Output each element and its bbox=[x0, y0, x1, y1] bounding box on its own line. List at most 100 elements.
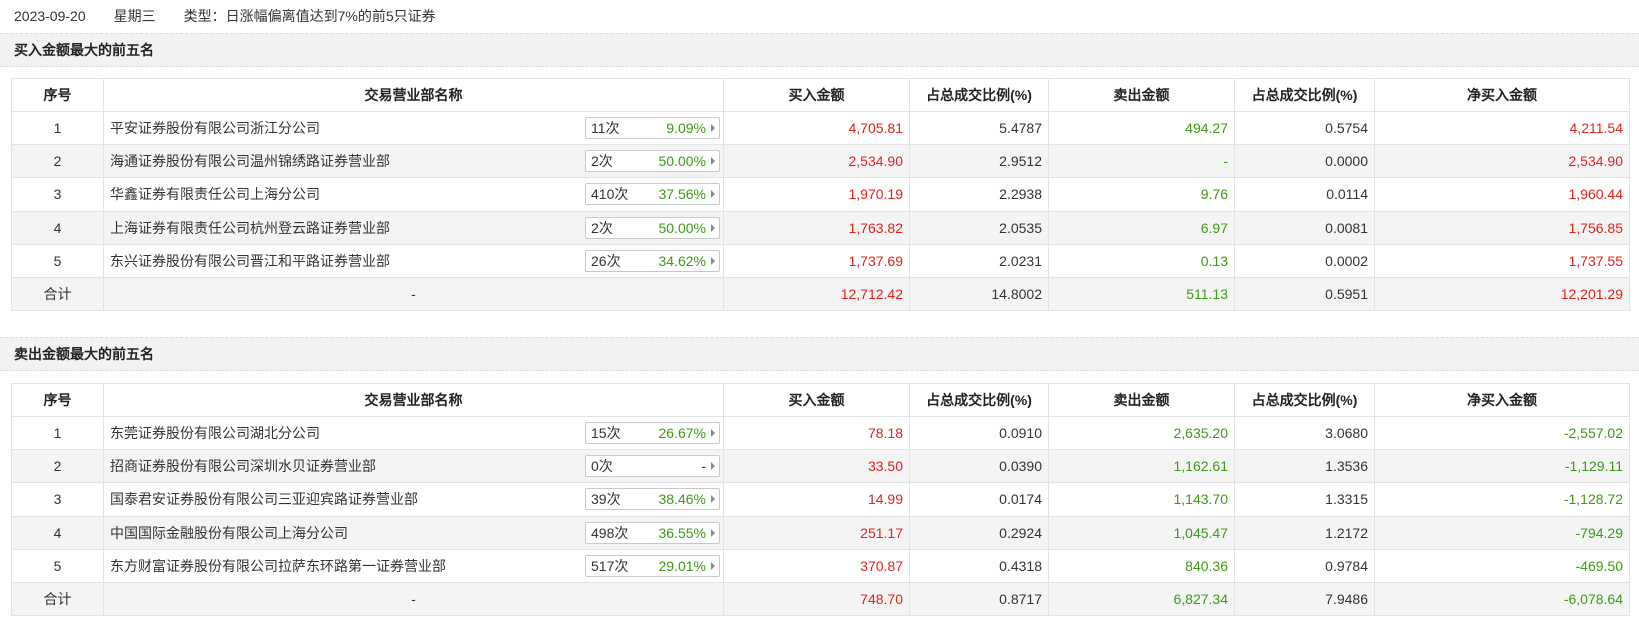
appearance-count: 410次 bbox=[591, 186, 629, 203]
branch-name-link[interactable]: 东莞证券股份有限公司湖北分公司 bbox=[110, 425, 320, 442]
buy-amount: 1,970.19 bbox=[723, 177, 910, 212]
net-amount: -2,557.02 bbox=[1374, 415, 1630, 451]
branch-stats-button[interactable]: 15次 26.67% bbox=[585, 422, 720, 445]
list-type: 类型：日涨幅偏离值达到7%的前5只证券 bbox=[183, 7, 436, 24]
col-header-idx: 序号 bbox=[11, 78, 104, 112]
col-header-name: 交易营业部名称 bbox=[103, 383, 724, 417]
total-buy-ratio: 0.8717 bbox=[909, 581, 1049, 617]
table-row: 1 东莞证券股份有限公司湖北分公司 15次 26.67% 78.18 0.0910 2,63… bbox=[11, 415, 1630, 451]
weekday: 星期三 bbox=[113, 7, 156, 24]
branch-name-link[interactable]: 平安证券股份有限公司浙江分公司 bbox=[110, 120, 320, 137]
row-index: 4 bbox=[11, 210, 104, 245]
net-amount: -1,129.11 bbox=[1374, 449, 1630, 484]
caret-right-icon bbox=[711, 124, 715, 133]
branch-stats-button[interactable]: 11次 9.09% bbox=[585, 117, 720, 140]
row-index: 3 bbox=[11, 177, 104, 212]
branch-name-cell: 上海证券有限责任公司杭州登云路证券营业部 2次 50.00% bbox=[103, 210, 724, 245]
win-rate: 50.00% bbox=[658, 219, 706, 236]
branch-stats-button[interactable]: 39次 38.46% bbox=[585, 488, 720, 511]
sell-ratio: 0.9784 bbox=[1234, 548, 1375, 583]
buy-amount: 78.18 bbox=[723, 415, 910, 451]
table-row: 5 东方财富证券股份有限公司拉萨东环路第一证券营业部 517次 29.01% 370.8… bbox=[11, 548, 1630, 583]
sell-amount: 1,162.61 bbox=[1048, 449, 1235, 484]
trade-date: 2023-09-20 bbox=[14, 7, 86, 24]
buy-ratio: 0.4318 bbox=[909, 548, 1049, 583]
sell-amount: 494.27 bbox=[1048, 110, 1235, 146]
branch-stats-button[interactable]: 410次 37.56% bbox=[585, 183, 720, 206]
appearance-count: 26次 bbox=[591, 252, 621, 269]
branch-stats-button[interactable]: 26次 34.62% bbox=[585, 249, 720, 272]
total-sell-ratio: 0.5951 bbox=[1234, 276, 1375, 312]
table-header-row: 序号 交易营业部名称 买入金额 占总成交比例(%) 卖出金额 占总成交比例(%)… bbox=[11, 78, 1630, 112]
branch-name-link[interactable]: 中国国际金融股份有限公司上海分公司 bbox=[110, 524, 348, 541]
branch-name-link[interactable]: 上海证券有限责任公司杭州登云路证券营业部 bbox=[110, 219, 390, 236]
table-row: 2 海通证券股份有限公司温州锦绣路证券营业部 2次 50.00% 2,534.90 2.9… bbox=[11, 144, 1630, 179]
buy-ratio: 2.2938 bbox=[909, 177, 1049, 212]
caret-right-icon bbox=[711, 495, 715, 504]
branch-stats-button[interactable]: 517次 29.01% bbox=[585, 554, 720, 577]
branch-name-link[interactable]: 招商证券股份有限公司深圳水贝证券营业部 bbox=[110, 458, 376, 475]
caret-right-icon bbox=[711, 190, 715, 199]
sell-ratio: 3.0680 bbox=[1234, 415, 1375, 451]
sell-ratio: 0.0000 bbox=[1234, 144, 1375, 179]
col-header-buy: 买入金额 bbox=[723, 78, 910, 112]
buy-top5-table: 序号 交易营业部名称 买入金额 占总成交比例(%) 卖出金额 占总成交比例(%)… bbox=[11, 78, 1630, 312]
total-net-amount: 12,201.29 bbox=[1374, 276, 1630, 312]
row-index: 5 bbox=[11, 548, 104, 583]
total-row: 合计 -748.70 0.8717 6,827.34 7.9486 -6,078.64 bbox=[11, 581, 1630, 617]
total-buy-amount: 748.70 bbox=[723, 581, 910, 617]
info-bar: 2023-09-20 星期三 类型：日涨幅偏离值达到7%的前5只证券 bbox=[0, 0, 1639, 31]
branch-name-link[interactable]: 东兴证券股份有限公司晋江和平路证券营业部 bbox=[110, 252, 390, 269]
caret-right-icon bbox=[711, 561, 715, 570]
sell-ratio: 0.0114 bbox=[1234, 177, 1375, 212]
buy-ratio: 5.4787 bbox=[909, 110, 1049, 146]
total-row: 合计 -12,712.42 14.8002 511.13 0.5951 12,201.29 bbox=[11, 276, 1630, 312]
buy-ratio: 0.0390 bbox=[909, 449, 1049, 484]
row-index: 3 bbox=[11, 482, 104, 517]
buy-amount: 14.99 bbox=[723, 482, 910, 517]
col-header-name: 交易营业部名称 bbox=[103, 78, 724, 112]
caret-right-icon bbox=[711, 256, 715, 265]
row-index: 1 bbox=[11, 110, 104, 146]
col-header-sell-ratio: 占总成交比例(%) bbox=[1234, 383, 1375, 417]
branch-name-link[interactable]: 东方财富证券股份有限公司拉萨东环路第一证券营业部 bbox=[110, 557, 446, 574]
sell-amount: 6.97 bbox=[1048, 210, 1235, 245]
branch-name-link[interactable]: 华鑫证券有限责任公司上海分公司 bbox=[110, 186, 320, 203]
sell-amount: - bbox=[1048, 144, 1235, 179]
buy-ratio: 2.0231 bbox=[909, 243, 1049, 278]
branch-name-cell: 东方财富证券股份有限公司拉萨东环路第一证券营业部 517次 29.01% bbox=[103, 548, 724, 583]
caret-right-icon bbox=[711, 528, 715, 537]
sell-amount: 1,045.47 bbox=[1048, 515, 1235, 550]
branch-name-cell: 中国国际金融股份有限公司上海分公司 498次 36.55% bbox=[103, 515, 724, 550]
buy-amount: 33.50 bbox=[723, 449, 910, 484]
col-header-net: 净买入金额 bbox=[1374, 78, 1630, 112]
branch-name-cell: 东兴证券股份有限公司晋江和平路证券营业部 26次 34.62% bbox=[103, 243, 724, 278]
sell-amount: 0.13 bbox=[1048, 243, 1235, 278]
col-header-idx: 序号 bbox=[11, 383, 104, 417]
branch-stats-button[interactable]: 2次 50.00% bbox=[585, 150, 720, 173]
net-amount: 1,960.44 bbox=[1374, 177, 1630, 212]
caret-right-icon bbox=[711, 462, 715, 471]
col-header-net: 净买入金额 bbox=[1374, 383, 1630, 417]
total-sell-ratio: 7.9486 bbox=[1234, 581, 1375, 617]
total-buy-amount: 12,712.42 bbox=[723, 276, 910, 312]
net-amount: 4,211.54 bbox=[1374, 110, 1630, 146]
buy-amount: 1,737.69 bbox=[723, 243, 910, 278]
branch-stats-button[interactable]: 0次 - bbox=[585, 455, 720, 478]
branch-stats-button[interactable]: 498次 36.55% bbox=[585, 521, 720, 544]
sell-ratio: 1.3536 bbox=[1234, 449, 1375, 484]
branch-name-link[interactable]: 海通证券股份有限公司温州锦绣路证券营业部 bbox=[110, 153, 390, 170]
row-index: 2 bbox=[11, 144, 104, 179]
branch-name-link[interactable]: 国泰君安证券股份有限公司三亚迎宾路证券营业部 bbox=[110, 491, 418, 508]
win-rate: - bbox=[701, 458, 706, 475]
branch-name-cell: 国泰君安证券股份有限公司三亚迎宾路证券营业部 39次 38.46% bbox=[103, 482, 724, 517]
win-rate: 9.09% bbox=[666, 120, 706, 137]
table-row: 2 招商证券股份有限公司深圳水贝证券营业部 0次 -33.50 0.0390 1,162.… bbox=[11, 449, 1630, 484]
branch-stats-button[interactable]: 2次 50.00% bbox=[585, 216, 720, 239]
win-rate: 36.55% bbox=[658, 524, 706, 541]
net-amount: -1,128.72 bbox=[1374, 482, 1630, 517]
buy-section-title: 买入金额最大的前五名 bbox=[0, 33, 1639, 67]
buy-amount: 4,705.81 bbox=[723, 110, 910, 146]
total-label: 合计 bbox=[11, 581, 104, 617]
appearance-count: 498次 bbox=[591, 524, 629, 541]
